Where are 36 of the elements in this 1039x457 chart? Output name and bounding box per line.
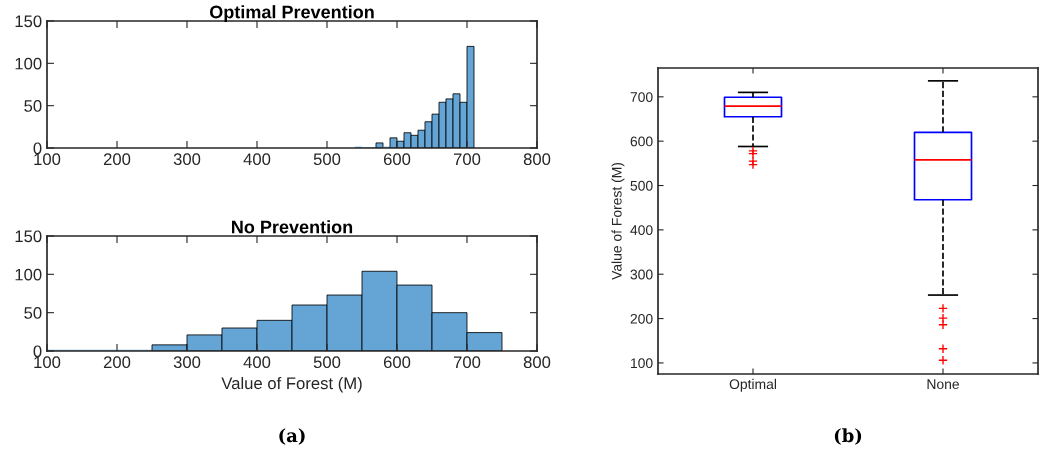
y-tick-label: 500 xyxy=(630,180,653,191)
x-axis-title: Value of Forest (M) xyxy=(221,376,362,393)
y-tick-label: 300 xyxy=(630,269,653,280)
x-tick-label: 200 xyxy=(103,356,131,369)
x-tick-label: 700 xyxy=(453,153,481,166)
x-tick-label: 400 xyxy=(243,153,271,166)
y-tick-label: 0 xyxy=(33,142,42,155)
y-axis-title: Value of Forest (M) xyxy=(611,162,625,280)
y-tick-label: 0 xyxy=(33,345,42,358)
x-tick-label: 400 xyxy=(243,356,271,369)
x-tick-label: 600 xyxy=(383,356,411,369)
y-tick-label: 150 xyxy=(15,15,42,28)
y-tick-label: 50 xyxy=(24,307,42,319)
y-tick-label: 50 xyxy=(24,100,42,112)
y-tick-label: 150 xyxy=(15,230,42,243)
y-tick-label: 100 xyxy=(15,268,42,281)
x-tick-label: 800 xyxy=(523,153,551,166)
x-tick-label: Optimal xyxy=(729,378,776,392)
y-tick-label: 200 xyxy=(630,313,653,324)
chart-title: Optimal Prevention xyxy=(209,5,374,22)
y-tick-label: 700 xyxy=(630,92,653,102)
chart-title: No Prevention xyxy=(232,220,353,234)
x-tick-label: 300 xyxy=(173,153,201,166)
x-tick-label: None xyxy=(927,379,959,390)
x-tick-label: 500 xyxy=(313,356,341,369)
x-tick-label: 600 xyxy=(383,153,411,166)
x-tick-label: 200 xyxy=(103,153,131,166)
x-tick-label: 800 xyxy=(523,356,551,369)
x-tick-label: 700 xyxy=(453,356,481,369)
y-tick-label: 600 xyxy=(630,136,653,147)
x-tick-label: 300 xyxy=(173,356,201,369)
y-tick-label: 100 xyxy=(15,57,42,70)
x-tick-label: 500 xyxy=(313,153,341,166)
y-tick-label: 400 xyxy=(630,225,653,236)
text: (a) xyxy=(279,428,305,445)
text: (b) xyxy=(834,428,862,445)
